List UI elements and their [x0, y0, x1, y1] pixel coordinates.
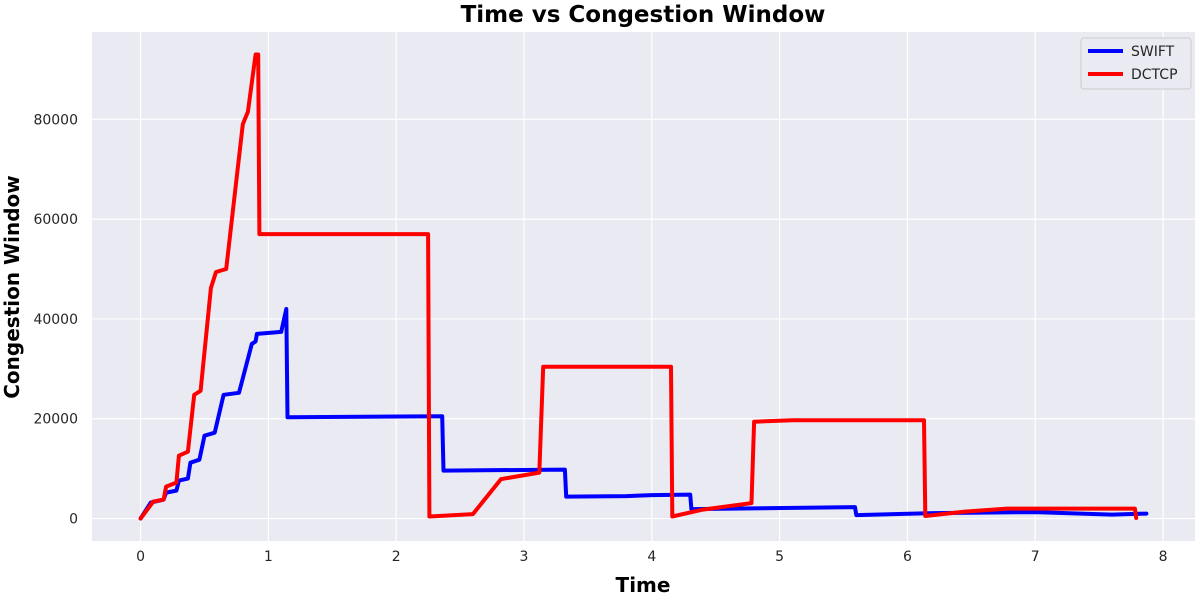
- grid-lines: [92, 32, 1195, 541]
- x-tick-label: 5: [775, 549, 784, 565]
- series-line-swift: [138, 307, 1149, 521]
- x-tick-label: 1: [264, 549, 273, 565]
- x-tick-label: 3: [520, 549, 529, 565]
- series-line-dctcp: [138, 52, 1139, 521]
- y-axis-label: Congestion Window: [0, 175, 24, 399]
- x-tick-labels: 0 1 2 3 4 5 6 7 8: [136, 549, 1167, 565]
- y-tick-label: 40000: [33, 312, 78, 328]
- legend-label-swift: SWIFT: [1131, 44, 1175, 60]
- chart-title: Time vs Congestion Window: [461, 2, 826, 28]
- y-tick-label: 20000: [33, 412, 78, 428]
- x-tick-label: 4: [647, 549, 656, 565]
- y-tick-label: 80000: [33, 112, 78, 128]
- y-tick-label: 60000: [33, 212, 78, 228]
- y-tick-label: 0: [69, 512, 78, 528]
- x-tick-label: 0: [136, 549, 145, 565]
- x-tick-label: 8: [1159, 549, 1168, 565]
- y-tick-labels: 0 20000 40000 60000 80000: [33, 112, 78, 527]
- x-tick-label: 7: [1031, 549, 1040, 565]
- series-lines: [138, 52, 1149, 521]
- x-tick-label: 2: [392, 549, 401, 565]
- plot-background: [92, 32, 1195, 541]
- legend: SWIFT DCTCP: [1080, 37, 1192, 90]
- x-tick-label: 6: [903, 549, 912, 565]
- legend-label-dctcp: DCTCP: [1131, 67, 1178, 83]
- x-axis-label: Time: [616, 573, 671, 597]
